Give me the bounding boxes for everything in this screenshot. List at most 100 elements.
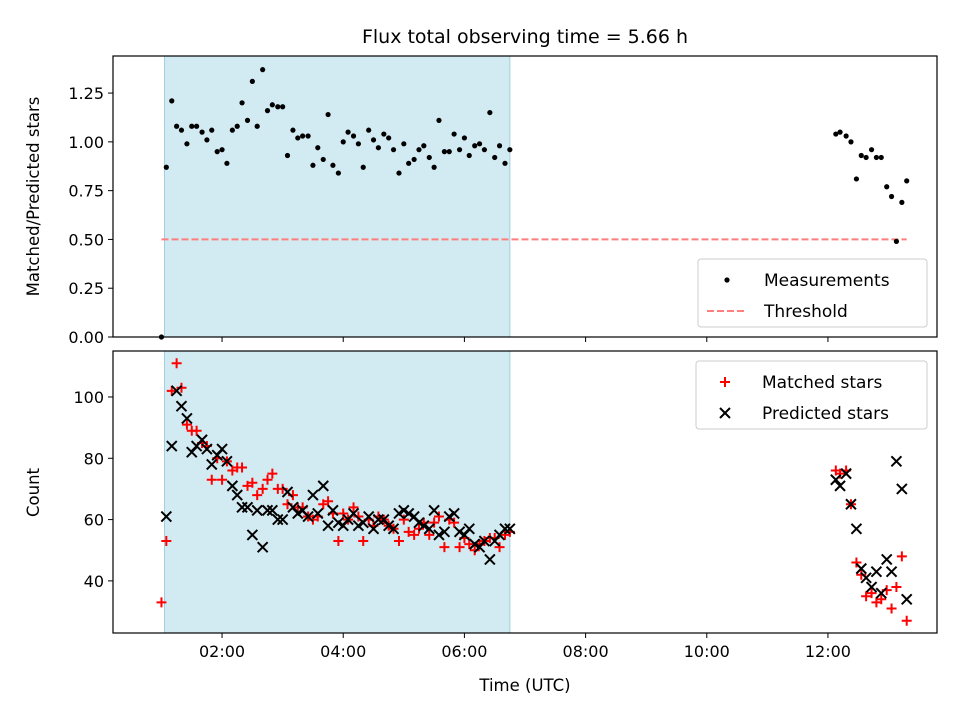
bottom-y-tick-label: 40	[84, 572, 104, 591]
measurement-point	[214, 149, 220, 155]
predicted-stars-point	[840, 467, 852, 480]
predicted-stars-point	[196, 434, 208, 446]
matched-stars-point	[398, 514, 409, 525]
x-tick-label: 04:00	[320, 642, 366, 661]
measurement-point	[899, 199, 905, 205]
top-legend-box	[697, 258, 928, 328]
legend-label: Matched stars	[762, 373, 882, 393]
predicted-stars-point	[865, 581, 878, 593]
top-y-tick-label: 1.00	[68, 133, 104, 152]
measurement-point	[481, 147, 488, 153]
predicted-stars-point	[276, 513, 289, 526]
matched-stars-point	[338, 508, 349, 519]
predicted-stars-point	[261, 504, 274, 517]
predicted-stars-point	[418, 520, 430, 532]
measurement-point	[507, 147, 513, 153]
measurement-point	[868, 147, 875, 153]
measurement-point	[290, 127, 296, 133]
predicted-stars-point	[166, 440, 178, 452]
measurement-point	[370, 137, 377, 143]
matched-stars-point	[876, 594, 887, 605]
measurement-point	[401, 141, 407, 147]
measurement-point	[244, 117, 251, 123]
measurement-point	[335, 170, 341, 176]
predicted-stars-point	[272, 513, 284, 526]
chart-title: Flux total observing time = 5.66 h	[362, 26, 688, 48]
measurement-point	[366, 127, 372, 133]
predicted-stars-point	[875, 587, 887, 599]
predicted-stars-point	[281, 486, 294, 498]
measurement-point	[487, 109, 493, 116]
bottom-y-tick-label: 60	[84, 511, 104, 530]
predicted-stars-point	[484, 553, 496, 566]
predicted-stars-point	[504, 523, 516, 535]
matched-stars-point	[424, 529, 435, 540]
legend-label: Predicted stars	[762, 404, 889, 424]
measurement-point	[350, 133, 357, 139]
matched-stars-point	[358, 536, 369, 547]
measurement-point	[340, 139, 346, 145]
bottom-y-axis-label: Count	[24, 467, 43, 517]
top-y-axis-label: Matched/Predicted stars	[24, 97, 43, 297]
legend-marker-measurements	[724, 277, 730, 283]
matched-stars-point	[896, 551, 907, 562]
measurement-point	[320, 156, 326, 163]
bottom-y-tick-label: 100	[73, 388, 104, 407]
predicted-stars-point	[463, 523, 475, 535]
measurement-point	[254, 123, 260, 129]
measurement-point	[502, 160, 508, 166]
measurement-point	[178, 127, 185, 133]
predicted-stars-point	[423, 523, 435, 535]
predicted-stars-point	[830, 474, 842, 486]
matched-stars-point	[429, 517, 440, 528]
matched-stars-point	[348, 502, 359, 513]
matched-stars-point	[403, 526, 414, 537]
top-y-tick-label: 0.25	[68, 279, 104, 298]
measurement-point	[421, 143, 427, 149]
predicted-stars-point	[478, 535, 491, 547]
measurement-point	[199, 129, 205, 135]
measurement-point	[396, 170, 402, 176]
measurement-point	[416, 147, 422, 153]
measurement-point	[275, 104, 281, 110]
measurement-point	[426, 154, 432, 161]
matched-stars-point	[469, 545, 480, 556]
measurement-point	[295, 135, 301, 141]
matched-stars-point	[252, 490, 263, 501]
measurement-point	[239, 100, 245, 106]
measurement-point	[219, 147, 225, 153]
predicted-stars-point	[870, 565, 883, 578]
measurement-point	[229, 127, 235, 133]
top-series-measurements	[158, 67, 910, 340]
predicted-stars-point	[160, 510, 173, 523]
top-y-tick-label: 1.25	[68, 84, 104, 103]
matched-stars-point	[891, 582, 902, 593]
measurement-point	[406, 160, 412, 166]
matched-stars-point	[494, 542, 505, 553]
measurement-point	[461, 135, 468, 141]
matched-stars-point	[901, 615, 912, 626]
measurement-point	[345, 129, 351, 135]
x-tick-label: 10:00	[684, 642, 730, 661]
measurement-point	[264, 108, 271, 114]
matched-stars-point	[353, 511, 364, 522]
measurement-point	[194, 123, 200, 129]
measurement-point	[848, 139, 854, 145]
measurement-point	[260, 67, 266, 73]
predicted-stars-point	[850, 523, 863, 535]
top-y-tick-label: 0.50	[68, 230, 104, 249]
predicted-stars-point	[181, 412, 193, 425]
top-y-tick-label: 0.75	[68, 182, 104, 201]
legend-marker-matched	[720, 377, 730, 387]
measurement-point	[280, 104, 286, 110]
matched-stars-point	[206, 474, 217, 485]
bottom-legend-box	[695, 360, 928, 430]
x-tick-label: 06:00	[441, 642, 487, 661]
matched-stars-point	[835, 468, 846, 479]
measurement-point	[355, 141, 361, 147]
matched-stars-point	[176, 382, 187, 393]
matched-stars-point	[217, 474, 228, 485]
measurement-point	[476, 141, 483, 147]
measurement-point	[888, 193, 895, 200]
